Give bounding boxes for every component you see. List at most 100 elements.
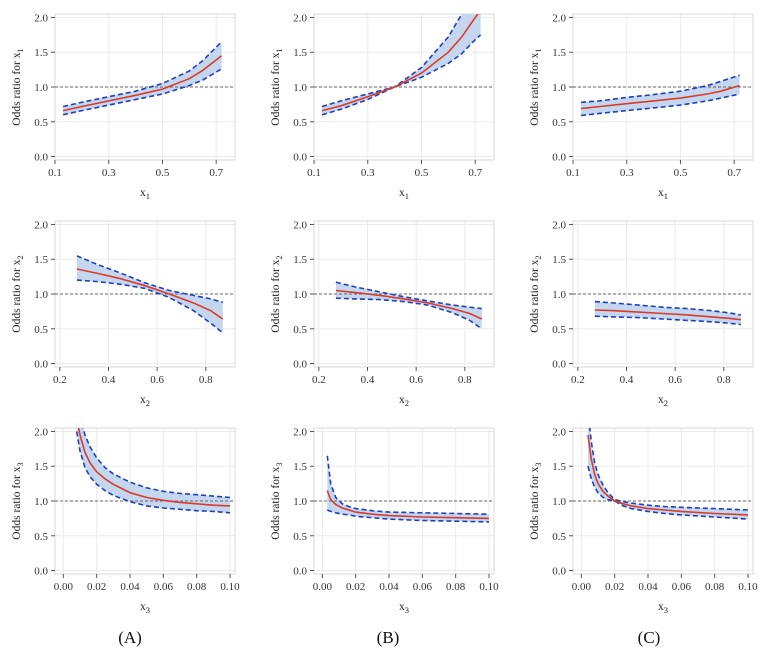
x-tick-label: 0.04: [379, 581, 399, 593]
x-axis-label: x3: [658, 601, 668, 615]
confidence-band: [76, 255, 223, 333]
y-tick-label: 1.0: [552, 289, 566, 301]
y-axis-label: Odds ratio for x2: [11, 255, 25, 332]
y-tick-label: 1.0: [34, 82, 48, 94]
upper-ci-line: [62, 41, 223, 108]
x-tick-label: 0.6: [409, 374, 423, 386]
y-tick-label: 1.0: [293, 289, 307, 301]
x-tick-label: 0.06: [672, 581, 692, 593]
x-tick-label: 0.8: [458, 374, 472, 386]
x-tick-label: 0.06: [154, 581, 174, 593]
y-axis-label: Odds ratio for x3: [529, 462, 543, 539]
x-tick-label: 0.08: [187, 581, 207, 593]
lower-ci-line: [321, 34, 482, 116]
y-axis-label-sub: 2: [15, 255, 25, 259]
plot-area: [314, 455, 494, 523]
panel-b-row3: 0.00 0.02 0.04 0.06 0.08 0.10 0.0 0.5 1.0 1.5 2.0 x…: [270, 426, 499, 615]
x-tick-label: 0.3: [361, 167, 375, 179]
x-tick-label: 0.02: [87, 581, 106, 593]
x-axis-label-sub: 1: [405, 191, 409, 201]
x-tick-label: 0.00: [572, 581, 592, 593]
x-axis-label-sub: 2: [146, 398, 150, 408]
y-tick-label: 0.5: [293, 324, 307, 336]
y-axis-label-sub: 3: [15, 462, 25, 466]
y-tick-label: 0.5: [552, 324, 566, 336]
x-tick-label: 0.10: [479, 581, 499, 593]
x-tick-label: 0.4: [361, 374, 375, 386]
y-tick-label: 0.5: [293, 531, 307, 543]
x-tick-label: 0.10: [220, 581, 240, 593]
estimate-line: [594, 309, 741, 321]
y-tick-label: 2.0: [552, 219, 566, 231]
caption-b: (B): [377, 628, 400, 647]
x-axis-label: x2: [140, 394, 150, 408]
x-tick-label: 0.8: [717, 374, 731, 386]
x-tick-label: 0.4: [620, 374, 634, 386]
confidence-band: [335, 282, 482, 329]
lower-ci-line: [335, 297, 483, 330]
plot-area: [314, 281, 494, 330]
x-axis-label: x2: [399, 394, 409, 408]
confidence-band: [63, 41, 222, 115]
estimate-line: [581, 84, 740, 110]
estimate-line: [62, 55, 223, 112]
y-axis-label: Odds ratio for x1: [529, 48, 543, 125]
upper-ci-line: [82, 428, 231, 499]
x-axis-label-sub: 1: [664, 191, 668, 201]
y-axis-label-sub: 2: [274, 255, 284, 259]
panel-a-row3: 0.00 0.02 0.04 0.06 0.08 0.10 0.0 0.5 1.0 1.5 2.0 x…: [11, 426, 240, 615]
x-axis-label: x3: [399, 601, 409, 615]
panel-c-row3: 0.00 0.02 0.04 0.06 0.08 0.10 0.0 0.5 1.0 1.5 2.0 x…: [529, 426, 758, 615]
plot-area: [573, 293, 753, 326]
estimate-line: [77, 428, 231, 507]
x-tick-label: 0.7: [209, 167, 223, 179]
confidence-band: [76, 428, 230, 513]
x-tick-label: 0.7: [727, 167, 741, 179]
y-tick-label: 1.0: [34, 289, 48, 301]
x-tick-label: 0.02: [346, 581, 365, 593]
lower-ci-line: [587, 465, 749, 520]
y-tick-label: 1.5: [552, 47, 566, 59]
confidence-band: [327, 455, 489, 522]
y-axis-label: Odds ratio for x2: [529, 255, 543, 332]
x-tick-label: 0.4: [102, 374, 116, 386]
plot-area: [55, 255, 235, 334]
y-axis-label-sub: 2: [533, 255, 543, 259]
y-axis-label-sub: 1: [274, 48, 284, 52]
lower-ci-line: [594, 315, 741, 326]
x-tick-label: 0.08: [705, 581, 725, 593]
y-tick-label: 1.5: [34, 47, 48, 59]
y-tick-label: 0.5: [552, 531, 566, 543]
y-tick-label: 1.5: [552, 254, 566, 266]
y-tick-label: 2.0: [552, 12, 566, 24]
y-axis-label: Odds ratio for x1: [270, 48, 284, 125]
estimate-line: [587, 434, 749, 516]
y-tick-label: 2.0: [34, 426, 48, 438]
y-axis-label: Odds ratio for x2: [270, 255, 284, 332]
estimate-line: [321, 14, 479, 112]
lower-ci-line: [76, 279, 224, 334]
y-tick-label: 1.5: [293, 461, 307, 473]
confidence-band: [581, 75, 740, 116]
x-tick-label: 0.02: [605, 581, 624, 593]
x-tick-label: 0.3: [620, 167, 634, 179]
x-tick-label: 0.6: [150, 374, 164, 386]
y-tick-label: 1.5: [293, 47, 307, 59]
y-tick-label: 2.0: [293, 12, 307, 24]
estimate-line: [326, 490, 490, 520]
y-axis-label-sub: 1: [15, 48, 25, 52]
x-tick-label: 0.2: [571, 374, 585, 386]
confidence-band: [322, 14, 481, 115]
x-tick-label: 0.2: [312, 374, 326, 386]
x-tick-label: 0.5: [674, 167, 688, 179]
lower-ci-line: [581, 93, 740, 117]
y-tick-label: 0.0: [552, 566, 566, 578]
y-tick-label: 1.5: [552, 461, 566, 473]
plot-area: [573, 428, 753, 520]
x-tick-label: 0.2: [53, 374, 67, 386]
lower-ci-line: [326, 509, 490, 523]
x-tick-label: 0.08: [446, 581, 466, 593]
y-tick-label: 1.0: [293, 496, 307, 508]
lower-ci-line: [75, 431, 231, 514]
